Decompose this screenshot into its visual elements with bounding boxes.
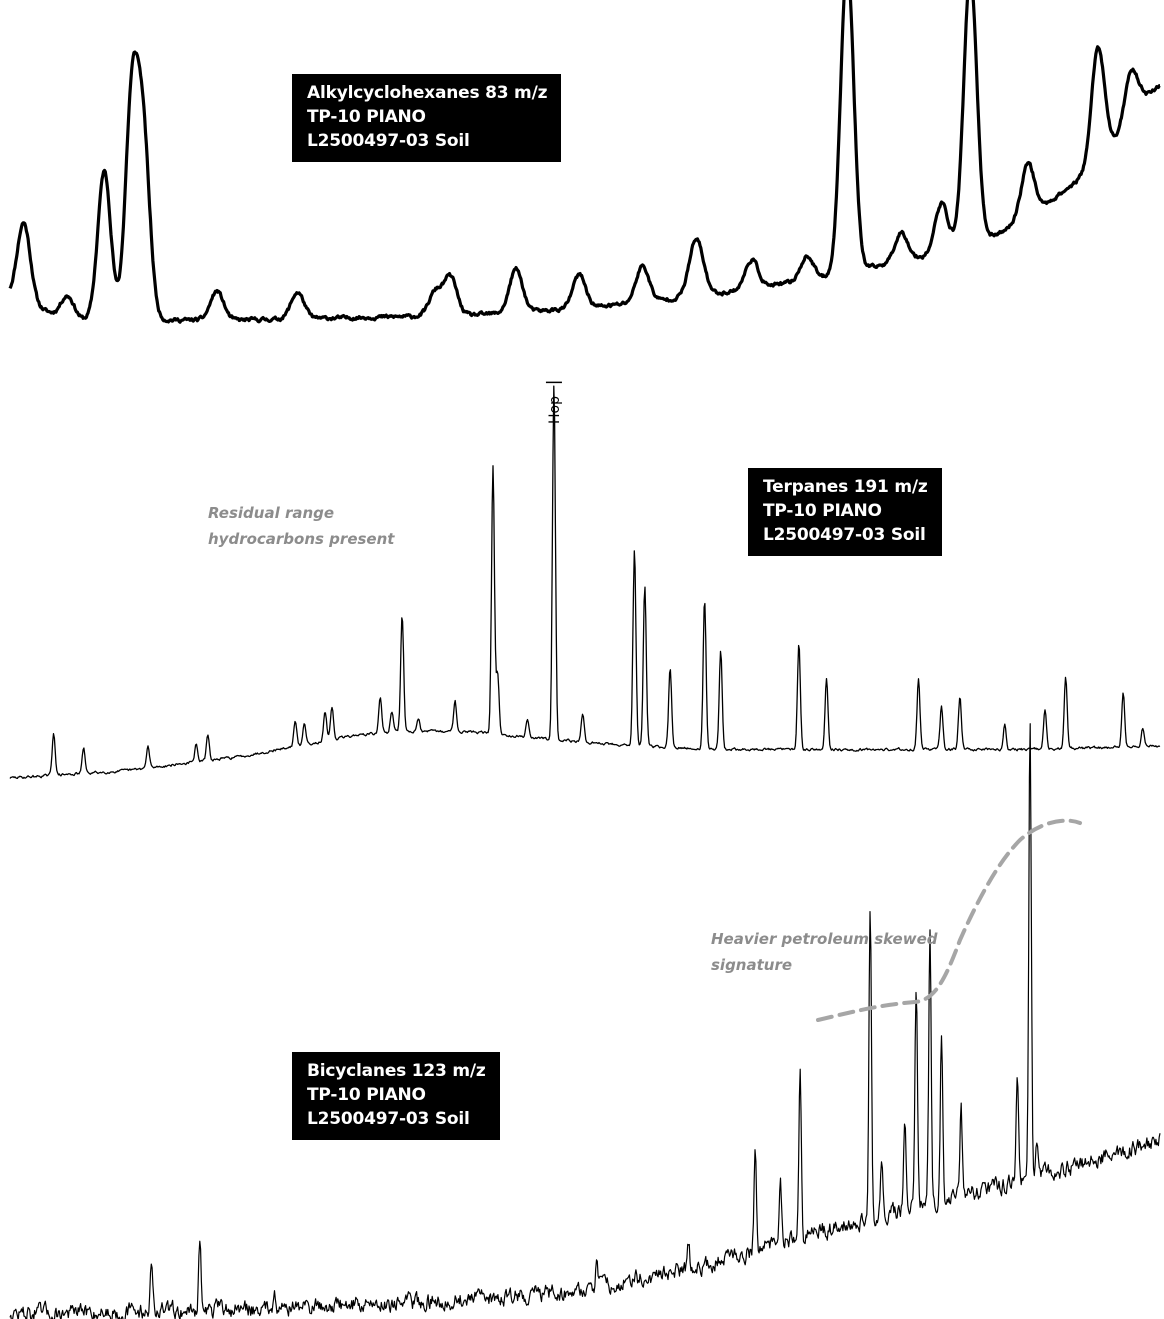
terpanes-lab-id: L2500497-03 Soil (763, 525, 926, 545)
alkylcyclohexanes-trace (8, 0, 1161, 324)
hop-peak-label: Hop (547, 396, 563, 424)
bicyclanes-sample: TP-10 PIANO (307, 1085, 426, 1105)
terpanes-title: Terpanes 191 m/z (763, 477, 928, 497)
heavier-petroleum-annotation: Heavier petroleum skewed signature (711, 926, 938, 978)
alkylcyclohexanes-lab-id: L2500497-03 Soil (307, 131, 470, 151)
heavier-petroleum-line-2: signature (711, 956, 793, 974)
terpanes-label-box: Terpanes 191 m/z TP-10 PIANO L2500497-03… (748, 468, 942, 556)
residual-range-line-1: Residual range (208, 504, 335, 522)
heavier-petroleum-line-1: Heavier petroleum skewed (711, 930, 938, 948)
series-line (9, 723, 1161, 1319)
residual-range-line-2: hydrocarbons present (208, 530, 395, 548)
alkylcyclohexanes-title: Alkylcyclohexanes 83 m/z (307, 83, 548, 103)
bicyclanes-trace (9, 723, 1161, 1319)
alkylcyclohexanes-label-box: Alkylcyclohexanes 83 m/z TP-10 PIANO L25… (292, 74, 562, 162)
series-line (9, 385, 1161, 780)
bicyclanes-label-box: Bicyclanes 123 m/z TP-10 PIANO L2500497-… (292, 1052, 500, 1140)
heavier-petroleum-dashed-arrow (816, 818, 1082, 1022)
terpanes-sample: TP-10 PIANO (763, 501, 882, 521)
series-line (8, 0, 1161, 324)
alkylcyclohexanes-sample: TP-10 PIANO (307, 107, 426, 127)
bicyclanes-title: Bicyclanes 123 m/z (307, 1061, 486, 1081)
terpanes-trace (9, 381, 1161, 780)
residual-range-annotation: Residual range hydrocarbons present (208, 500, 394, 552)
bicyclanes-lab-id: L2500497-03 Soil (307, 1109, 470, 1129)
